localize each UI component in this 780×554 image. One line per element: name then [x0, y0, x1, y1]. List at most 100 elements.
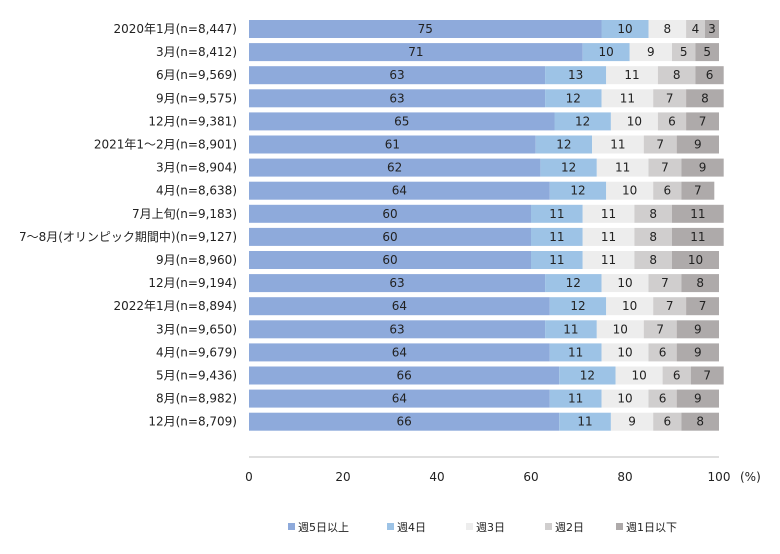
data-label: 7	[656, 138, 664, 152]
bar-segment	[554, 112, 611, 131]
data-label: 10	[688, 253, 703, 267]
data-label: 60	[382, 207, 397, 221]
bar-segment	[676, 343, 719, 362]
data-label: 71	[408, 45, 423, 59]
data-label: 6	[663, 415, 671, 429]
data-label: 10	[617, 22, 632, 36]
data-label: 10	[622, 299, 637, 313]
category-label: 6月(n=9,569)	[156, 68, 237, 82]
bar-segment	[648, 20, 687, 38]
bar-segment	[592, 135, 644, 154]
category-label: 4月(n=9,679)	[156, 345, 237, 359]
bar-segment	[610, 412, 654, 431]
data-label: 11	[549, 207, 564, 221]
legend-swatch	[288, 523, 295, 530]
bar-segment	[249, 204, 531, 223]
data-label: 8	[649, 230, 657, 244]
data-label: 8	[696, 276, 704, 290]
legend-label: 週2日	[555, 521, 584, 534]
data-label: 7	[694, 184, 702, 198]
data-label: 5	[703, 45, 711, 59]
data-label: 11	[601, 230, 616, 244]
bar-segment	[601, 343, 649, 362]
bar-segment	[582, 204, 635, 223]
bar-segment	[601, 20, 649, 38]
bar-segment	[249, 181, 550, 200]
data-label: 9	[699, 161, 707, 175]
data-label: 11	[549, 230, 564, 244]
bar-segment	[582, 251, 635, 269]
data-label: 65	[394, 114, 409, 128]
data-label: 66	[396, 415, 411, 429]
bar-segment	[648, 274, 682, 293]
bar-segment	[653, 89, 687, 108]
category-label: 8月(n=8,982)	[156, 392, 237, 406]
data-label: 10	[617, 345, 632, 359]
bar-segment	[681, 412, 719, 431]
data-label: 7	[703, 369, 711, 383]
data-label: 12	[580, 369, 595, 383]
x-tick-label: 20	[335, 470, 350, 484]
bar-segment	[643, 320, 677, 339]
data-label: 63	[389, 276, 404, 290]
data-label: 9	[694, 138, 702, 152]
bar-segment	[695, 66, 724, 85]
bar-segment	[596, 320, 644, 339]
bar-segment	[681, 158, 724, 177]
bar-segment	[648, 158, 682, 177]
category-label: 12月(n=9,194)	[148, 276, 237, 290]
data-label: 8	[663, 22, 671, 36]
bar-segment	[672, 227, 724, 246]
x-tick-label: 60	[523, 470, 538, 484]
bar-segment	[249, 297, 550, 316]
data-label: 8	[696, 415, 704, 429]
bar-segment	[596, 158, 649, 177]
data-label: 11	[563, 322, 578, 336]
category-label: 7～8月(オリンピック期間中)(n=9,127)	[19, 229, 237, 244]
data-label: 7	[699, 299, 707, 313]
bar-segment	[676, 320, 719, 339]
legend-label: 週1日以下	[626, 521, 677, 534]
data-label: 10	[613, 322, 628, 336]
bar-segment	[249, 412, 560, 431]
data-label: 10	[627, 114, 642, 128]
bar-segment	[686, 297, 719, 316]
bar-segment	[629, 43, 672, 62]
data-label: 66	[396, 369, 411, 383]
category-label: 2021年1～2月(n=8,901)	[94, 138, 237, 152]
category-label: 5月(n=9,436)	[156, 369, 237, 383]
bar-segment	[672, 43, 696, 62]
category-label: 9月(n=9,575)	[156, 91, 237, 105]
data-label: 11	[568, 392, 583, 406]
bar-segment	[249, 227, 531, 246]
bar-segment	[249, 320, 546, 339]
category-label: 3月(n=9,650)	[156, 322, 237, 336]
bar-segment	[653, 181, 682, 200]
data-label: 11	[610, 138, 625, 152]
bar-segment	[549, 297, 607, 316]
data-label: 6	[706, 68, 714, 82]
bar-segment	[643, 135, 677, 154]
category-label: 12月(n=9,381)	[148, 114, 237, 128]
bar-segment	[606, 66, 658, 85]
bar-segment	[672, 251, 719, 269]
data-label: 10	[631, 369, 646, 383]
bar-segment	[249, 158, 541, 177]
data-label: 11	[577, 415, 592, 429]
data-label: 8	[649, 207, 657, 221]
data-label: 60	[382, 253, 397, 267]
data-label: 12	[561, 161, 576, 175]
bar-segment	[690, 366, 724, 385]
data-label: 8	[701, 91, 709, 105]
data-label: 64	[392, 299, 407, 313]
bar-segment	[634, 204, 672, 223]
data-label: 7	[699, 114, 707, 128]
data-label: 64	[392, 184, 407, 198]
category-label: 2022年1月(n=8,894)	[113, 299, 237, 313]
bar-segment	[582, 227, 635, 246]
bar-segment	[545, 89, 602, 108]
data-label: 64	[392, 345, 407, 359]
bar-segment	[582, 43, 630, 62]
bar-segment	[545, 274, 602, 293]
data-label: 8	[673, 68, 681, 82]
